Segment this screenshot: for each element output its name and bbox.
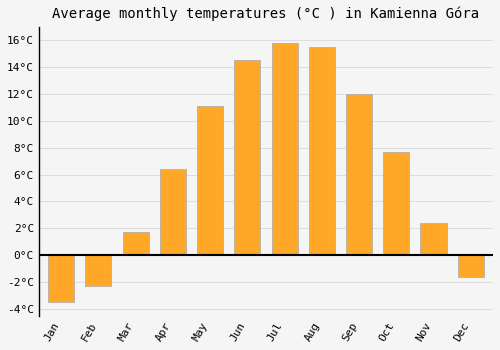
Bar	[346, 94, 372, 255]
Bar	[160, 169, 186, 255]
Bar	[420, 223, 446, 255]
Bar	[48, 255, 74, 302]
Bar	[383, 152, 409, 255]
Bar	[234, 60, 260, 255]
Bar	[197, 106, 223, 255]
Bar	[122, 232, 148, 255]
Bar	[458, 255, 483, 277]
Bar	[308, 47, 335, 255]
Bar	[272, 43, 297, 255]
Title: Average monthly temperatures (°C ) in Kamienna Góra: Average monthly temperatures (°C ) in Ka…	[52, 7, 480, 21]
Bar	[86, 255, 112, 286]
